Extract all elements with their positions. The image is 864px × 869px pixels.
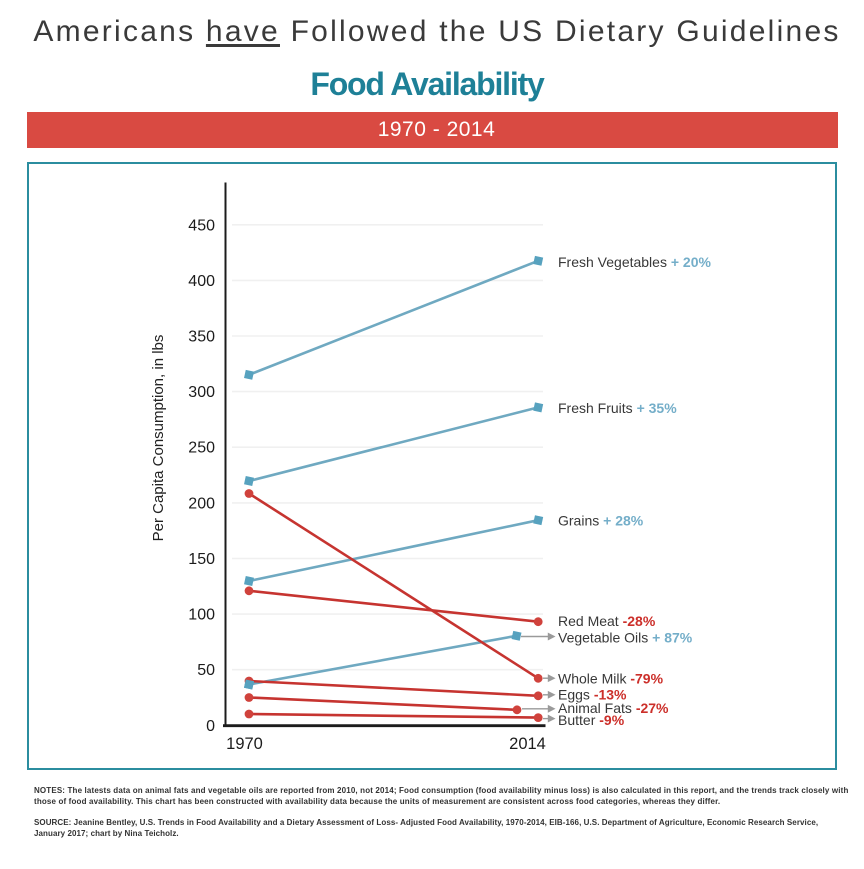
svg-text:Fresh Fruits + 35%: Fresh Fruits + 35%	[558, 400, 677, 416]
svg-text:50: 50	[197, 662, 215, 679]
svg-text:Eggs -13%: Eggs -13%	[558, 686, 627, 702]
svg-text:250: 250	[188, 440, 215, 457]
svg-text:400: 400	[188, 273, 215, 290]
svg-text:0: 0	[206, 718, 215, 735]
svg-text:100: 100	[188, 607, 215, 624]
svg-text:1970: 1970	[226, 735, 263, 753]
svg-text:200: 200	[188, 495, 215, 512]
svg-text:450: 450	[188, 217, 215, 234]
svg-text:Grains + 28%: Grains + 28%	[558, 513, 644, 529]
svg-text:Red Meat -28%: Red Meat -28%	[558, 613, 656, 629]
svg-text:Vegetable Oils + 87%: Vegetable Oils + 87%	[558, 630, 693, 646]
svg-text:150: 150	[188, 551, 215, 568]
svg-text:350: 350	[188, 329, 215, 346]
svg-text:Whole Milk -79%: Whole Milk -79%	[558, 670, 664, 686]
svg-text:Per Capita Consumption, in lbs: Per Capita Consumption, in lbs	[150, 335, 167, 542]
svg-text:Fresh Vegetables + 20%: Fresh Vegetables + 20%	[558, 254, 711, 270]
svg-text:2014: 2014	[509, 735, 546, 753]
svg-text:300: 300	[188, 384, 215, 401]
svg-text:Butter -9%: Butter -9%	[558, 712, 625, 728]
svg-text:Animal Fats -27%: Animal Fats -27%	[558, 700, 669, 716]
